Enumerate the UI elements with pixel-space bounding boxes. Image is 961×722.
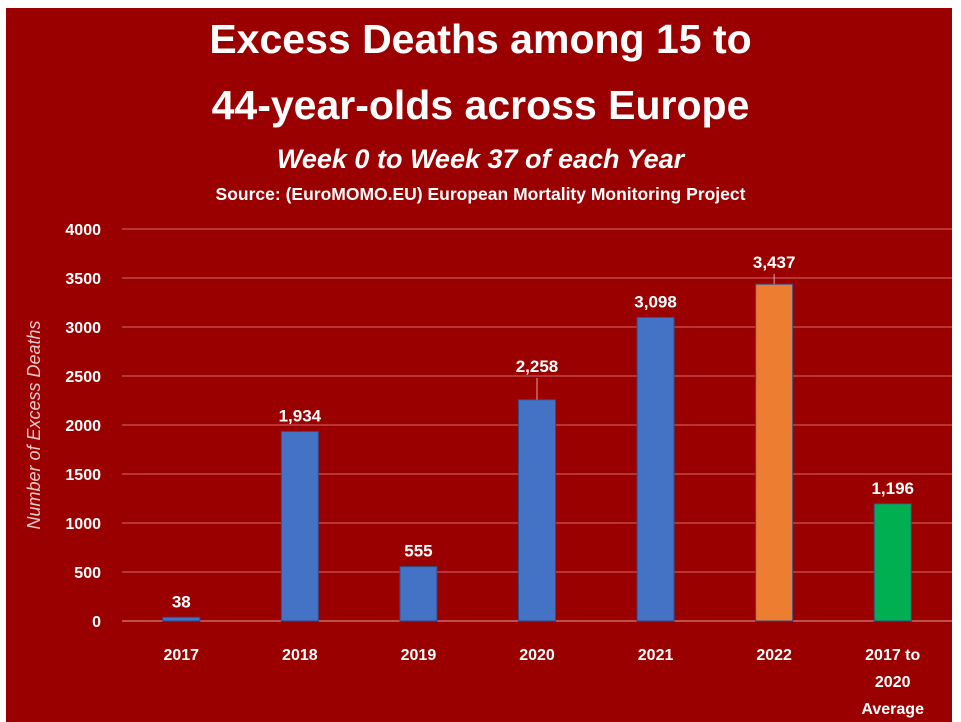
data-label: 1,934 xyxy=(279,406,322,425)
chart-background xyxy=(6,8,952,722)
y-tick-label: 3000 xyxy=(65,320,101,337)
y-tick-label: 0 xyxy=(92,614,101,631)
x-tick-label: 2019 xyxy=(401,647,437,664)
chart-title-line-1: Excess Deaths among 15 to xyxy=(209,16,752,62)
data-label: 2,258 xyxy=(516,357,559,376)
bar xyxy=(636,316,675,622)
x-tick-label: 2017 to xyxy=(865,647,920,664)
y-tick-label: 2500 xyxy=(65,369,101,386)
y-tick-label: 500 xyxy=(74,565,101,582)
x-tick-label: 2020 xyxy=(519,647,555,664)
labels: 0 500 1000 1500 2000 2500 3000 3500 4000 Number o… xyxy=(24,222,924,718)
x-tick-label: Average xyxy=(861,701,924,718)
x-tick-label: 2017 xyxy=(163,647,199,664)
y-tick-label: 3500 xyxy=(65,271,101,288)
bar xyxy=(399,566,438,622)
bar xyxy=(755,283,794,622)
y-tick-label: 2000 xyxy=(65,418,101,435)
data-label: 38 xyxy=(172,592,191,611)
y-axis-label: Number of Excess Deaths xyxy=(24,320,44,529)
y-tick-label: 1500 xyxy=(65,467,101,484)
data-label: 555 xyxy=(404,542,432,561)
data-label: 3,437 xyxy=(753,253,796,272)
x-tick-label: 2018 xyxy=(282,647,318,664)
bar xyxy=(518,399,556,622)
data-label: 1,196 xyxy=(871,479,914,498)
chart-source: Source: (EuroMOMO.EU) European Mortality… xyxy=(215,184,746,204)
data-label: 3,098 xyxy=(634,292,677,311)
x-tick-label: 2022 xyxy=(756,647,792,664)
bar xyxy=(280,430,319,622)
y-tick-label: 4000 xyxy=(65,222,101,239)
chart-subtitle: Week 0 to Week 37 of each Year xyxy=(276,144,685,174)
chart-title-line-2: 44-year-olds across Europe xyxy=(211,82,750,128)
bar xyxy=(162,616,201,622)
x-tick-label: 2020 xyxy=(875,674,911,691)
y-tick-label: 1000 xyxy=(65,516,101,533)
bars xyxy=(162,283,912,622)
x-tick-label: 2021 xyxy=(638,647,674,664)
bar xyxy=(873,503,912,622)
